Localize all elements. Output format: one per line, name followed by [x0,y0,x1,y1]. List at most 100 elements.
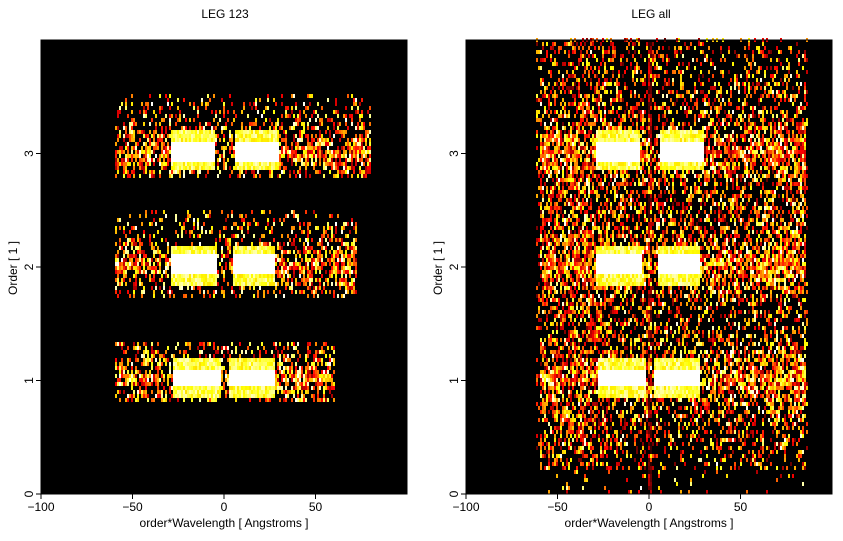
heatmap-cell [554,354,556,358]
heatmap-cell [151,286,153,290]
heatmap-cell [251,138,253,142]
heatmap-cell [251,154,253,158]
heatmap-cell [181,278,183,282]
heatmap-cell [205,250,207,254]
heatmap-cell [221,378,223,382]
heatmap-cell [235,134,237,138]
heatmap-cell [181,134,183,138]
heatmap-cell [241,122,243,126]
heatmap-cell [207,102,209,106]
heatmap-cell [161,362,163,366]
y-tick-label: 0 [22,490,36,497]
heatmap-cell [149,278,151,282]
heatmap-cell [283,130,285,134]
heatmap-cell [267,398,269,402]
heatmap-cell [562,354,564,358]
heatmap-cell [574,406,576,410]
heatmap-cell [351,154,353,158]
heatmap-cell [265,270,267,274]
heatmap-cell [570,310,572,314]
heatmap-cell [269,358,271,362]
heatmap-cell [335,254,337,258]
heatmap-cell [325,270,327,274]
heatmap-cell [197,234,199,238]
heatmap-cell [355,226,357,230]
heatmap-cell [171,278,173,282]
heatmap-cell [568,310,570,314]
heatmap-cell [556,94,558,98]
heatmap-cell [552,402,554,406]
heatmap-cell [161,134,163,138]
heatmap-cell [309,270,311,274]
heatmap-cell [297,370,299,374]
heatmap-cell [295,146,297,150]
heatmap-cell [185,146,187,150]
heatmap-cell [325,354,327,358]
heatmap-cell [241,286,243,290]
heatmap-cell [255,130,257,134]
heatmap-cell [323,282,325,286]
heatmap-cell [321,274,323,278]
heatmap-cell [309,274,311,278]
heatmap-cell [195,254,197,258]
heatmap-cell [137,162,139,166]
heatmap-cell [271,262,273,266]
heatmap-cell [253,170,255,174]
heatmap-cell [558,50,560,54]
heatmap-cell [253,174,255,178]
heatmap-cell [159,106,161,110]
heatmap-cell [299,282,301,286]
heatmap-cell [175,154,177,158]
heatmap-cell [574,234,576,238]
heatmap-cell [542,262,544,266]
heatmap-cell [552,158,554,162]
heatmap-cell [353,150,355,154]
heatmap-cell [211,154,213,158]
heatmap-cell [127,362,129,366]
heatmap-cell [189,378,191,382]
heatmap-cell [544,110,546,114]
heatmap-cell [297,390,299,394]
heatmap-cell [201,134,203,138]
heatmap-cell [211,282,213,286]
heatmap-cell [231,358,233,362]
heatmap-cell [179,130,181,134]
heatmap-cell [341,250,343,254]
heatmap-cell [568,174,570,178]
heatmap-cell [297,146,299,150]
heatmap-cell [546,358,548,362]
heatmap-cell [215,246,217,250]
heatmap-cell [209,154,211,158]
heatmap-cell [307,94,309,98]
heatmap-cell [237,258,239,262]
heatmap-cell [187,366,189,370]
heatmap-cell [219,230,221,234]
heatmap-cell [223,102,225,106]
heatmap-cell [315,146,317,150]
heatmap-cell [578,378,580,382]
heatmap-cell [187,394,189,398]
heatmap-cell [560,134,562,138]
heatmap-cell [235,378,237,382]
heatmap-cell [576,122,578,126]
heatmap-cell [578,90,580,94]
heatmap-cell [271,146,273,150]
heatmap-cell [554,386,556,390]
heatmap-cell [333,382,335,386]
heatmap-cell [241,366,243,370]
heatmap-cell [542,158,544,162]
heatmap-cell [536,146,538,150]
heatmap-cell [578,402,580,406]
heatmap-cell [552,278,554,282]
heatmap-cell [552,130,554,134]
heatmap-cell [295,266,297,270]
heatmap-cell [261,166,263,170]
heatmap-cell [291,354,293,358]
heatmap-cell [143,170,145,174]
heatmap-cell [333,370,335,374]
heatmap-cell [568,486,570,490]
heatmap-cell [235,358,237,362]
heatmap-cell [119,362,121,366]
heatmap-cell [263,150,265,154]
heatmap-cell [305,174,307,178]
